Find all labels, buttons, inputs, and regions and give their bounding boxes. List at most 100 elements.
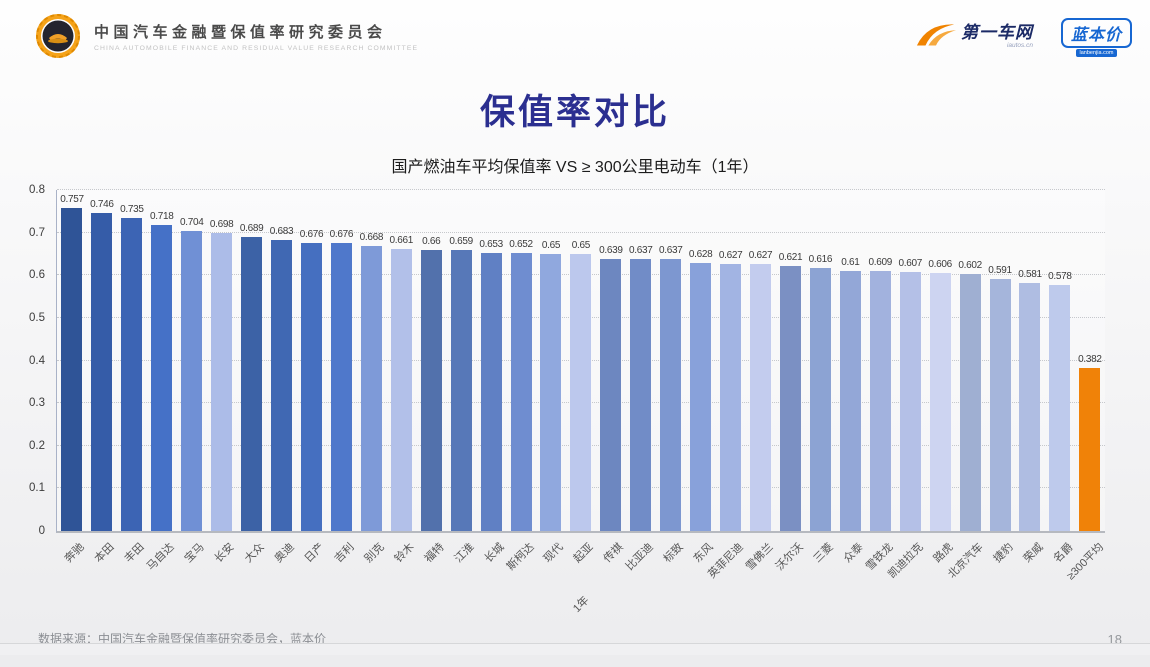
x-tick-label: 荣威 bbox=[1021, 541, 1046, 566]
lanbenjia-logo: 蓝本价 lanbenjia.com bbox=[1060, 18, 1132, 57]
bar-slot: 0.676 bbox=[326, 190, 356, 531]
bar-捷豹: 0.591 bbox=[988, 265, 1012, 531]
bar-宝马: 0.704 bbox=[180, 217, 204, 531]
lanbenjia-domain: lanbenjia.com bbox=[1075, 49, 1118, 57]
x-tick: 江淮 bbox=[446, 533, 476, 595]
bar-本田: 0.746 bbox=[90, 199, 114, 531]
bar-传祺: 0.639 bbox=[599, 245, 623, 531]
bar-雪铁龙: 0.609 bbox=[869, 257, 892, 531]
x-tick: 三菱 bbox=[805, 533, 836, 595]
x-tick: 奔驰 bbox=[56, 533, 87, 595]
bar-value-label: 0.609 bbox=[868, 257, 893, 269]
bar-value-label: 0.689 bbox=[239, 223, 264, 235]
x-tick-label: 江淮 bbox=[452, 541, 477, 566]
bar-slot: 0.746 bbox=[87, 190, 117, 531]
bar-value-label: 0.627 bbox=[718, 249, 743, 261]
iautos-text-block: 第一车网 iautos.cn bbox=[961, 18, 1033, 49]
y-tick-label: 0.8 bbox=[29, 184, 45, 196]
bar-slot: 0.627 bbox=[746, 190, 776, 531]
iautos-logo: 第一车网 iautos.cn bbox=[915, 18, 1033, 49]
x-tick-label: 奥迪 bbox=[272, 541, 297, 566]
bar-大众: 0.689 bbox=[240, 223, 264, 531]
bar-比亚迪: 0.637 bbox=[629, 245, 653, 531]
bar-现代: 0.65 bbox=[540, 240, 562, 531]
bar-value-label: 0.668 bbox=[359, 232, 384, 244]
iautos-swoosh-icon bbox=[916, 23, 957, 45]
bar-slot: 0.757 bbox=[57, 190, 87, 531]
bar-路虎: 0.606 bbox=[928, 259, 952, 531]
x-tick: ≥300平均 bbox=[1064, 533, 1105, 595]
bar-value-label: 0.61 bbox=[841, 257, 860, 268]
bar-沃尔沃: 0.621 bbox=[779, 252, 803, 531]
bar-value-label: 0.661 bbox=[389, 235, 414, 247]
bar-value-label: 0.698 bbox=[209, 219, 234, 231]
x-tick-label: 三菱 bbox=[811, 541, 836, 566]
bar-chart: 0 0.1 0.2 0.3 0.4 0.5 0.6 0.7 0.8 0.757 0.746 0.73… bbox=[29, 184, 1106, 621]
y-tick-label: 0 bbox=[38, 525, 45, 537]
bar-value-label: 0.628 bbox=[688, 249, 713, 261]
bar-马自达: 0.718 bbox=[150, 211, 174, 531]
bar-slot: 0.704 bbox=[177, 190, 207, 531]
bar-value-label: 0.746 bbox=[90, 199, 114, 211]
x-tick: 比亚迪 bbox=[624, 533, 656, 595]
y-tick-label: 0.2 bbox=[29, 439, 45, 452]
chart-subtitle: 国产燃油车平均保值率 VS ≥ 300公里电动车（1年） bbox=[391, 159, 759, 176]
x-tick-label: 本田 bbox=[92, 541, 117, 566]
bar-value-label: 0.652 bbox=[509, 239, 533, 251]
bar-slot: 0.66 bbox=[416, 190, 446, 531]
x-tick: 捷豹 bbox=[985, 533, 1016, 595]
x-tick: 北京汽车 bbox=[946, 533, 986, 595]
header: 中国汽车金融暨保值率研究委员会 CHINA AUTOMOBILE FINANCE… bbox=[0, 0, 1150, 72]
x-tick: 长城 bbox=[476, 533, 506, 595]
bar-value-label: 0.578 bbox=[1048, 270, 1072, 282]
x-tick: 标致 bbox=[655, 533, 686, 595]
bar-slot: 0.591 bbox=[985, 190, 1015, 531]
iautos-domain: iautos.cn bbox=[1006, 42, 1033, 49]
x-tick: 日产 bbox=[296, 533, 326, 595]
bar-slot: 0.606 bbox=[925, 190, 955, 531]
x-tick-label: 捷豹 bbox=[991, 541, 1016, 566]
bar-value-label: 0.382 bbox=[1078, 354, 1102, 366]
bar-value-label: 0.606 bbox=[928, 258, 952, 270]
bar-slot: 0.676 bbox=[297, 190, 327, 531]
bar-slot: 0.735 bbox=[117, 190, 147, 531]
x-tick: 铃木 bbox=[386, 533, 416, 595]
x-tick: 雪佛兰 bbox=[744, 533, 776, 595]
committee-name: 中国汽车金融暨保值率研究委员会 bbox=[94, 23, 387, 41]
footer-divider bbox=[0, 643, 1150, 655]
bar-荣威: 0.581 bbox=[1018, 269, 1042, 531]
bar-value-label: 0.607 bbox=[898, 258, 922, 270]
x-tick: 长安 bbox=[206, 533, 236, 595]
x-tick: 本田 bbox=[86, 533, 117, 595]
bar-slot: 0.602 bbox=[955, 190, 985, 531]
committee-badge-icon bbox=[36, 14, 80, 58]
bar-奥迪: 0.683 bbox=[270, 226, 294, 531]
bar-slot: 0.609 bbox=[865, 190, 895, 531]
bar-奔驰: 0.757 bbox=[60, 194, 84, 531]
x-tick: 丰田 bbox=[116, 533, 146, 595]
x-tick-label: 福特 bbox=[422, 541, 447, 566]
x-group-label-text: 1年 bbox=[570, 594, 592, 616]
x-tick-label: 日产 bbox=[302, 541, 327, 566]
bar-长安: 0.698 bbox=[210, 219, 234, 531]
bar-slot: 0.621 bbox=[776, 190, 806, 531]
bar-名爵: 0.578 bbox=[1048, 271, 1072, 531]
bar-value-label: 0.602 bbox=[958, 260, 982, 272]
partner-logos: 第一车网 iautos.cn 蓝本价 lanbenjia.com bbox=[915, 18, 1132, 57]
x-tick: 吉利 bbox=[326, 533, 356, 595]
x-tick-label: 长安 bbox=[212, 541, 237, 566]
bar-铃木: 0.661 bbox=[390, 235, 413, 531]
x-tick: 福特 bbox=[416, 533, 446, 595]
bar-吉利: 0.676 bbox=[330, 229, 353, 531]
committee-name-en: CHINA AUTOMOBILE FINANCE AND RESIDUAL VA… bbox=[94, 44, 419, 52]
x-tick-label: 比亚迪 bbox=[624, 541, 656, 573]
bar-value-label: 0.653 bbox=[479, 238, 503, 250]
bar-value-label: 0.639 bbox=[599, 244, 623, 256]
x-tick-label: 大众 bbox=[242, 541, 267, 566]
bar-斯柯达: 0.652 bbox=[509, 239, 533, 531]
x-tick: 别克 bbox=[356, 533, 386, 595]
bar-value-label: 0.66 bbox=[422, 235, 441, 247]
bar-slot: 0.652 bbox=[506, 190, 536, 531]
bar-slot: 0.637 bbox=[626, 190, 656, 531]
bar-三菱: 0.616 bbox=[809, 254, 832, 531]
